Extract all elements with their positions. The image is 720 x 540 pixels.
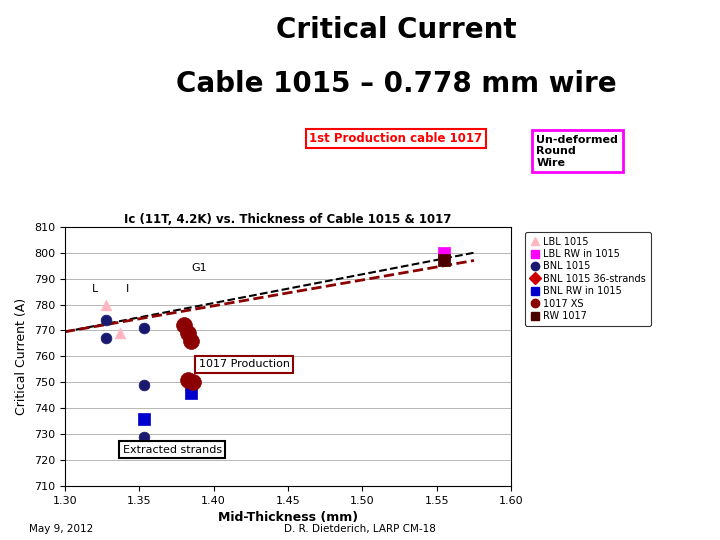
Text: May 9, 2012: May 9, 2012	[29, 523, 93, 534]
Point	[101, 316, 112, 325]
Point	[183, 329, 194, 338]
Text: Un-deformed
Round
Wire: Un-deformed Round Wire	[536, 134, 618, 168]
Text: 1st Production cable 1017: 1st Production cable 1017	[310, 132, 482, 145]
Point	[101, 300, 112, 309]
Point	[138, 323, 150, 332]
Point	[138, 414, 150, 423]
Point	[101, 334, 112, 342]
Legend: LBL 1015, LBL RW in 1015, BNL 1015, BNL 1015 36-strands, BNL RW in 1015, 1017 XS: LBL 1015, LBL RW in 1015, BNL 1015, BNL …	[525, 232, 651, 326]
Text: L: L	[91, 284, 98, 294]
Text: I: I	[126, 284, 129, 294]
Point	[183, 375, 194, 384]
Text: Critical Current: Critical Current	[276, 16, 516, 44]
Text: Extracted strands: Extracted strands	[123, 445, 222, 455]
Point	[187, 378, 199, 387]
Point	[438, 256, 450, 265]
Text: D. R. Dietderich, LARP CM-18: D. R. Dietderich, LARP CM-18	[284, 523, 436, 534]
Text: 1017 Production: 1017 Production	[199, 359, 289, 369]
Point	[186, 388, 197, 397]
Point	[138, 433, 150, 441]
Point	[178, 321, 189, 329]
Point	[133, 446, 145, 454]
Point	[114, 329, 125, 338]
Point	[186, 336, 197, 345]
X-axis label: Mid-Thickness (mm): Mid-Thickness (mm)	[218, 511, 358, 524]
Point	[138, 381, 150, 389]
Text: Cable 1015 – 0.778 mm wire: Cable 1015 – 0.778 mm wire	[176, 70, 616, 98]
Title: Ic (11T, 4.2K) vs. Thickness of Cable 1015 & 1017: Ic (11T, 4.2K) vs. Thickness of Cable 10…	[125, 213, 451, 226]
Point	[438, 248, 450, 257]
Y-axis label: Critical Current (A): Critical Current (A)	[15, 298, 28, 415]
Text: G1: G1	[192, 264, 207, 273]
